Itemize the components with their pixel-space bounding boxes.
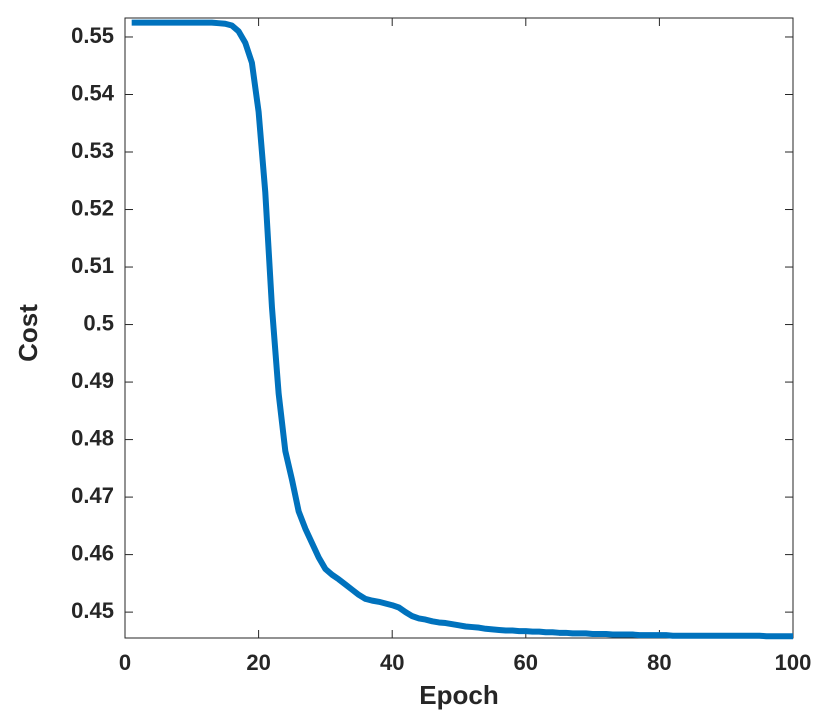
x-tick-label: 20: [246, 650, 270, 675]
plot-frame: [124, 17, 794, 639]
y-tick-label: 0.47: [71, 483, 114, 508]
x-axis-label: Epoch: [419, 680, 498, 710]
y-tick-label: 0.54: [71, 80, 115, 105]
x-tick-label: 100: [775, 650, 812, 675]
x-tick-label: 80: [647, 650, 671, 675]
y-tick-label: 0.5: [83, 310, 114, 335]
y-tick-label: 0.46: [71, 540, 114, 565]
y-tick-label: 0.52: [71, 195, 114, 220]
x-tick-label: 60: [514, 650, 538, 675]
y-axis-label: Cost: [13, 304, 43, 362]
y-tick-label: 0.45: [71, 598, 114, 623]
y-tick-label: 0.48: [71, 425, 114, 450]
x-tick-label: 40: [380, 650, 404, 675]
y-tick-label: 0.51: [71, 253, 114, 278]
line: [131, 19, 793, 640]
y-tick-label: 0.49: [71, 368, 114, 393]
x-tick-label: 0: [119, 650, 131, 675]
y-tick-label: 0.53: [71, 138, 114, 163]
y-tick-label: 0.55: [71, 23, 114, 48]
